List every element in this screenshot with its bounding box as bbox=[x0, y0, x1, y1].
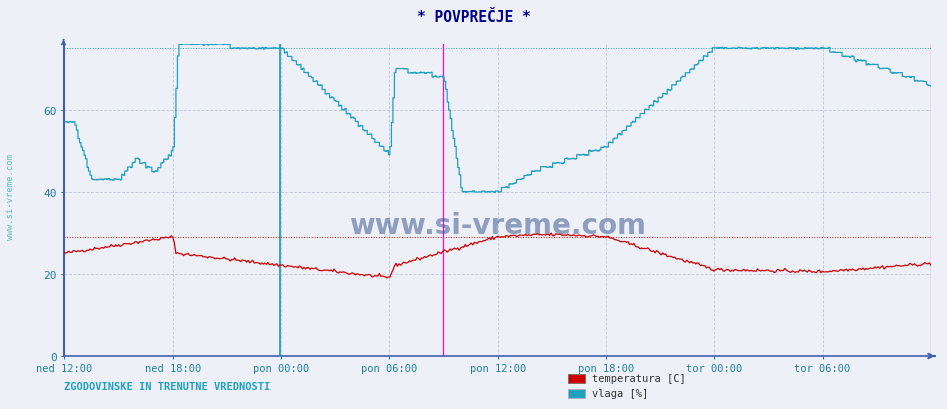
Text: * POVPREČJE *: * POVPREČJE * bbox=[417, 10, 530, 25]
Text: temperatura [C]: temperatura [C] bbox=[592, 373, 686, 383]
Text: www.si-vreme.com: www.si-vreme.com bbox=[6, 153, 15, 239]
Text: www.si-vreme.com: www.si-vreme.com bbox=[349, 211, 646, 239]
Text: vlaga [%]: vlaga [%] bbox=[592, 389, 648, 398]
Text: ZGODOVINSKE IN TRENUTNE VREDNOSTI: ZGODOVINSKE IN TRENUTNE VREDNOSTI bbox=[64, 382, 271, 391]
